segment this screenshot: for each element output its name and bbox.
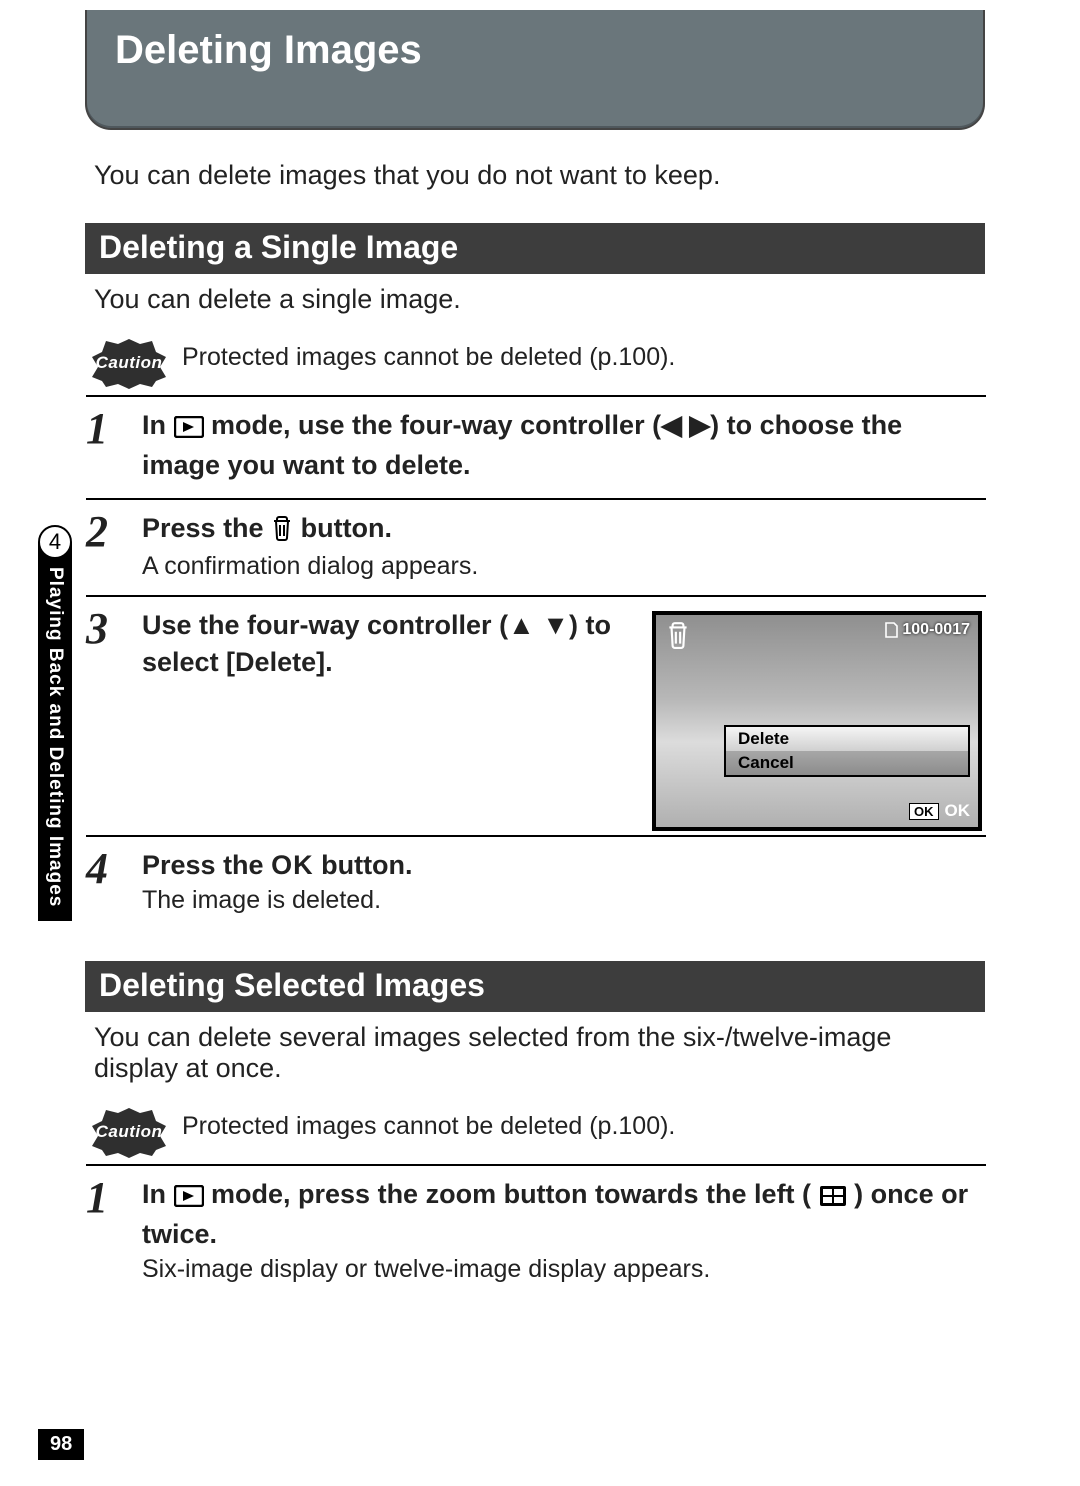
caution-text-2: Protected images cannot be deleted (p.10… bbox=[182, 1106, 675, 1141]
step-4-text-a: Press the bbox=[142, 850, 271, 880]
step-1: 1 In mode, use the four-way controller (… bbox=[86, 395, 986, 498]
section-sub-single: You can delete a single image. bbox=[94, 284, 1080, 315]
page-title-bar: Deleting Images bbox=[85, 10, 985, 130]
step-number: 2 bbox=[86, 510, 142, 554]
section-sub-selected: You can delete several images selected f… bbox=[94, 1022, 974, 1084]
step-4-text-b: button. bbox=[321, 850, 412, 880]
page-title: Deleting Images bbox=[115, 28, 955, 73]
step-2-title: Press the button. bbox=[142, 510, 986, 550]
intro-text: You can delete images that you do not wa… bbox=[94, 160, 1080, 191]
page-number: 98 bbox=[38, 1429, 84, 1460]
step-sel-1-note: Six-image display or twelve-image displa… bbox=[142, 1255, 986, 1284]
camera-lcd-screenshot: 100-0017 Delete Cancel OK OK bbox=[652, 611, 982, 831]
step-number: 4 bbox=[86, 847, 142, 891]
caution-icon: Caution bbox=[90, 1106, 168, 1158]
caution-text-1: Protected images cannot be deleted (p.10… bbox=[182, 337, 675, 372]
step-3: 3 Use the four-way controller (▲ ▼) to s… bbox=[86, 595, 986, 835]
lcd-ok-row: OK OK bbox=[909, 801, 970, 821]
step-sel-1-a: In bbox=[142, 1179, 174, 1209]
step-1-title: In mode, use the four-way controller (◀ … bbox=[142, 407, 986, 484]
lcd-ok-box: OK bbox=[909, 803, 939, 820]
section-heading-selected: Deleting Selected Images bbox=[85, 961, 985, 1012]
lcd-file-label: 100-0017 bbox=[884, 621, 970, 639]
caution-row-2: Caution Protected images cannot be delet… bbox=[90, 1106, 1080, 1158]
step-2-note: A confirmation dialog appears. bbox=[142, 552, 986, 581]
playback-mode-icon bbox=[174, 411, 204, 447]
caution-label: Caution bbox=[96, 353, 163, 373]
step-number: 1 bbox=[86, 1176, 142, 1220]
ok-button-word: OK bbox=[271, 850, 314, 880]
lcd-ok-label: OK bbox=[945, 801, 971, 821]
step-2-text-a: Press the bbox=[142, 513, 271, 543]
step-number: 3 bbox=[86, 607, 142, 651]
caution-label: Caution bbox=[96, 1122, 163, 1142]
steps-single: 1 In mode, use the four-way controller (… bbox=[86, 395, 986, 929]
caution-row-1: Caution Protected images cannot be delet… bbox=[90, 337, 1080, 389]
caution-icon: Caution bbox=[90, 337, 168, 389]
multi-image-icon bbox=[819, 1180, 847, 1216]
lcd-delete-menu: Delete Cancel bbox=[724, 725, 970, 777]
step-3-title: Use the four-way controller (▲ ▼) to sel… bbox=[142, 607, 662, 680]
chapter-label: Playing Back and Deleting Images bbox=[44, 567, 66, 907]
manual-page: Deleting Images You can delete images th… bbox=[0, 0, 1080, 1486]
lcd-option-cancel: Cancel bbox=[726, 751, 968, 775]
playback-mode-icon bbox=[174, 1180, 204, 1216]
step-4-note: The image is deleted. bbox=[142, 886, 986, 915]
steps-selected: 1 In mode, press the zoom button towards… bbox=[86, 1164, 986, 1298]
step-sel-1: 1 In mode, press the zoom button towards… bbox=[86, 1164, 986, 1298]
step-sel-1-b: mode, press the zoom button towards the … bbox=[211, 1179, 811, 1209]
step-1-text-b: mode, use the four-way controller (◀ ▶) … bbox=[142, 410, 902, 480]
step-sel-1-title: In mode, press the zoom button towards t… bbox=[142, 1176, 986, 1253]
step-2: 2 Press the button. A confirmation dialo… bbox=[86, 498, 986, 595]
step-4-title: Press the OK button. bbox=[142, 847, 986, 883]
step-1-text-a: In bbox=[142, 410, 174, 440]
step-2-text-b: button. bbox=[301, 513, 392, 543]
memory-card-icon bbox=[884, 622, 898, 638]
chapter-number: 4 bbox=[38, 525, 72, 559]
lcd-trash-icon bbox=[666, 621, 690, 656]
trash-icon bbox=[271, 514, 293, 550]
step-4: 4 Press the OK button. The image is dele… bbox=[86, 835, 986, 928]
step-number: 1 bbox=[86, 407, 142, 451]
lcd-option-delete: Delete bbox=[726, 727, 968, 751]
chapter-side-tab: 4 Playing Back and Deleting Images bbox=[38, 542, 72, 921]
section-heading-single: Deleting a Single Image bbox=[85, 223, 985, 274]
